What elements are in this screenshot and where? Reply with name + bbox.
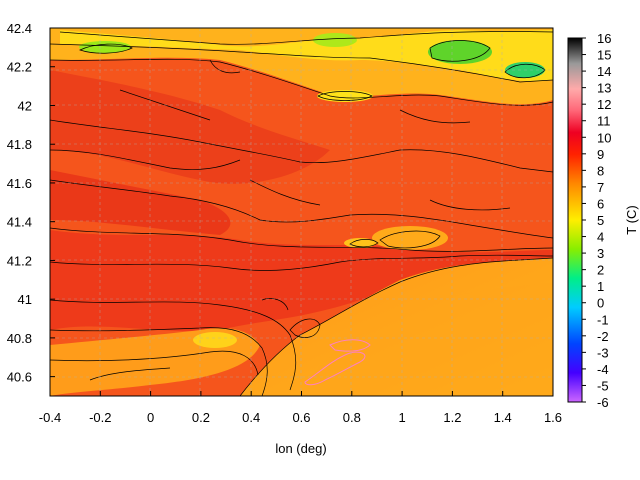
- colorbar-tick-label: -3: [597, 345, 609, 360]
- y-tick-label: 41: [18, 292, 32, 307]
- colorbar-tick-label: -1: [597, 312, 609, 327]
- sea-inner-shading: [300, 283, 553, 396]
- colorbar-label: T (C): [624, 205, 639, 234]
- contour-lines: [50, 31, 553, 396]
- y-tick-label: 41.2: [7, 253, 32, 268]
- colorbar-tick-label: -6: [597, 395, 609, 410]
- colorbar-tick-label: 13: [597, 81, 611, 96]
- colorbar-tick-label: 6: [597, 196, 604, 211]
- colorbar-tick-label: 14: [597, 64, 611, 79]
- y-tick-label: 40.8: [7, 331, 32, 346]
- x-tick-label: -0.2: [89, 410, 111, 425]
- colorbar-tick-label: 2: [597, 263, 604, 278]
- cold-peak-2: [428, 40, 492, 64]
- y-tick-label: 41.8: [7, 137, 32, 152]
- hill-2: [344, 238, 376, 248]
- cold-peak-4: [313, 33, 357, 47]
- colorbar-tick-label: 9: [597, 147, 604, 162]
- y-tick-label: 42.4: [7, 21, 32, 36]
- y-tick-label: 42: [18, 98, 32, 113]
- x-axis-ticks: -0.4 -0.2 0 0.2 0.4 0.6 0.8 1 1.2 1.4 1.6: [39, 391, 562, 425]
- colorbar-tick-label: 12: [597, 97, 611, 112]
- colorbar-tick-label: 15: [597, 48, 611, 63]
- x-tick-label: 0.4: [242, 410, 260, 425]
- colorbar-tick-label: 1: [597, 279, 604, 294]
- colorbar-tick-label: 11: [597, 114, 611, 129]
- coastal-patch-2: [329, 339, 371, 352]
- colorbar-tick-label: 10: [597, 130, 611, 145]
- cold-peak-1: [79, 41, 131, 53]
- colorbar-tick-label: -5: [597, 378, 609, 393]
- x-tick-label: 0.2: [192, 410, 210, 425]
- colorbar-tick-label: 7: [597, 180, 604, 195]
- x-tick-label: 1.6: [544, 410, 562, 425]
- y-axis-ticks: 40.6 40.8 41 41.2 41.4 41.6 41.8 42 42.2 42.4: [7, 21, 55, 385]
- x-tick-label: 1: [398, 410, 405, 425]
- x-tick-label: 1.4: [494, 410, 512, 425]
- colorbar-tick-label: 4: [597, 230, 604, 245]
- colorbar-tick-label: 16: [597, 31, 611, 46]
- x-tick-label: 1.2: [443, 410, 461, 425]
- x-tick-label: 0.8: [343, 410, 361, 425]
- x-tick-label: 0: [147, 410, 154, 425]
- y-tick-label: 42.2: [7, 60, 32, 75]
- y-tick-label: 41.4: [7, 215, 32, 230]
- southwest-yellow: [193, 332, 237, 348]
- warm-northwest: [50, 70, 330, 184]
- cold-peak-5: [317, 90, 373, 102]
- colorbar-tick-label: 3: [597, 246, 604, 261]
- x-tick-label: 0.6: [292, 410, 310, 425]
- colorbar-tick-label: -2: [597, 329, 609, 344]
- plot-area: [50, 28, 553, 396]
- y-tick-label: 40.6: [7, 370, 32, 385]
- warm-lowland-band: [50, 230, 553, 332]
- x-axis-label: lon (deg): [275, 441, 326, 456]
- y-tick-label: 41.6: [7, 176, 32, 191]
- coastal-patch: [304, 351, 366, 386]
- colorbar-tick-label: 8: [597, 163, 604, 178]
- colorbar-tick-label: 0: [597, 296, 604, 311]
- colorbar-tick-label: -4: [597, 362, 609, 377]
- grid-lines: [50, 28, 553, 396]
- colorbar: [567, 37, 583, 403]
- colorbar-tick-label: 5: [597, 213, 604, 228]
- x-tick-label: -0.4: [39, 410, 61, 425]
